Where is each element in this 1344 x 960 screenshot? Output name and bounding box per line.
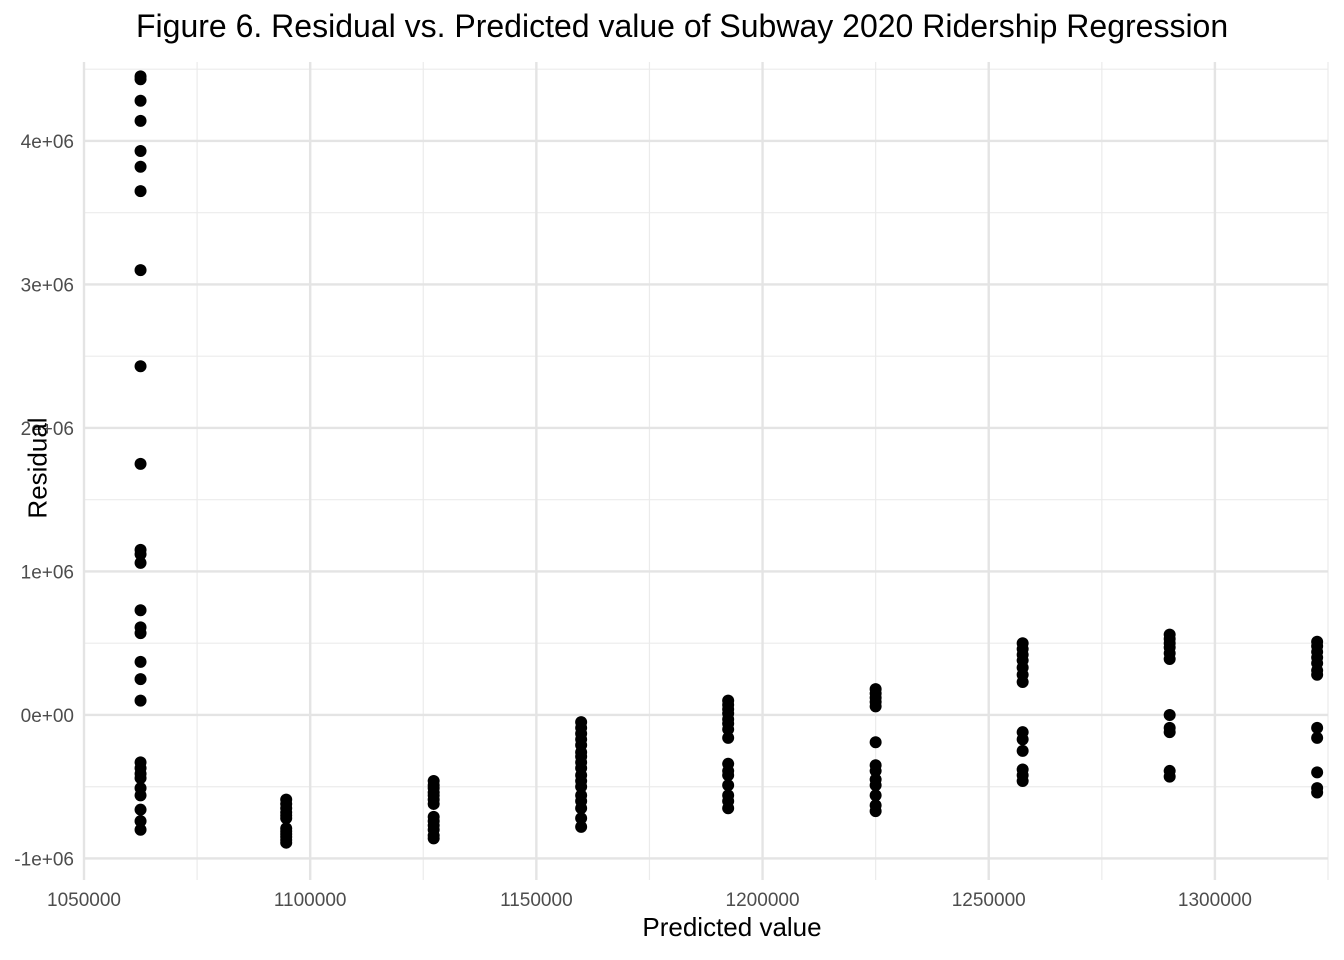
x-axis-ticks: 1050000 1100000 1150000 1200000 1250000 13000… [47,890,1252,911]
data-points [134,70,1324,849]
data-point [134,548,147,561]
data-point [134,815,147,828]
data-point [134,772,147,785]
data-point [134,264,147,277]
data-point [134,627,147,640]
data-point [575,820,588,833]
data-point [1311,766,1324,779]
x-tick-label: 1300000 [1178,890,1252,911]
data-point [575,802,588,815]
data-point [1163,708,1176,721]
data-point [134,160,147,173]
data-point [134,673,147,686]
data-point [722,731,735,744]
data-point [722,779,735,792]
data-point [1311,731,1324,744]
data-point [722,723,735,736]
data-point [1311,668,1324,681]
data-point [134,185,147,198]
data-point [427,832,440,845]
data-point [575,780,588,793]
data-point [869,779,882,792]
data-point [1163,652,1176,665]
data-point [575,812,588,825]
data-point [1016,774,1029,787]
x-tick-label: 1200000 [726,890,800,911]
y-tick-label: 4e+06 [21,132,74,153]
data-point [134,457,147,470]
data-point [1016,744,1029,757]
data-point [134,803,147,816]
data-point [134,789,147,802]
y-tick-label: -1e+06 [14,849,74,870]
data-point [134,655,147,668]
data-point [1163,726,1176,739]
chart-title: Figure 6. Residual vs. Predicted value o… [136,8,1229,44]
x-tick-label: 1100000 [274,890,347,911]
data-point [134,144,147,157]
data-point [869,764,882,777]
data-point [722,802,735,815]
y-tick-label: 3e+06 [21,275,74,296]
y-tick-label: 1e+06 [21,562,74,583]
data-point [134,823,147,836]
data-point [1311,721,1324,734]
y-axis-label: Residual [22,417,53,519]
data-point [722,769,735,782]
data-point [427,797,440,810]
data-point [869,700,882,713]
data-point [134,556,147,569]
data-point [134,73,147,86]
data-point [280,836,293,849]
x-axis-label: Predicted value [642,912,822,942]
data-point [869,736,882,749]
data-point [869,789,882,802]
data-point [1016,733,1029,746]
data-point [1311,786,1324,799]
data-point [869,805,882,818]
data-point [134,114,147,127]
data-point [134,94,147,107]
data-point [134,694,147,707]
data-point [1163,770,1176,783]
grid-lines [82,62,1329,880]
y-tick-label: 0e+00 [21,706,74,727]
x-tick-label: 1150000 [500,890,573,911]
x-tick-label: 1050000 [47,890,121,911]
data-point [134,604,147,617]
data-point [1016,675,1029,688]
data-point [280,812,293,825]
x-tick-label: 1250000 [952,890,1026,911]
y-axis-ticks: -1e+06 0e+00 1e+06 2e+06 3e+06 4e+06 [14,132,74,871]
data-point [134,360,147,373]
y-tick-label: 2e+06 [21,419,74,440]
